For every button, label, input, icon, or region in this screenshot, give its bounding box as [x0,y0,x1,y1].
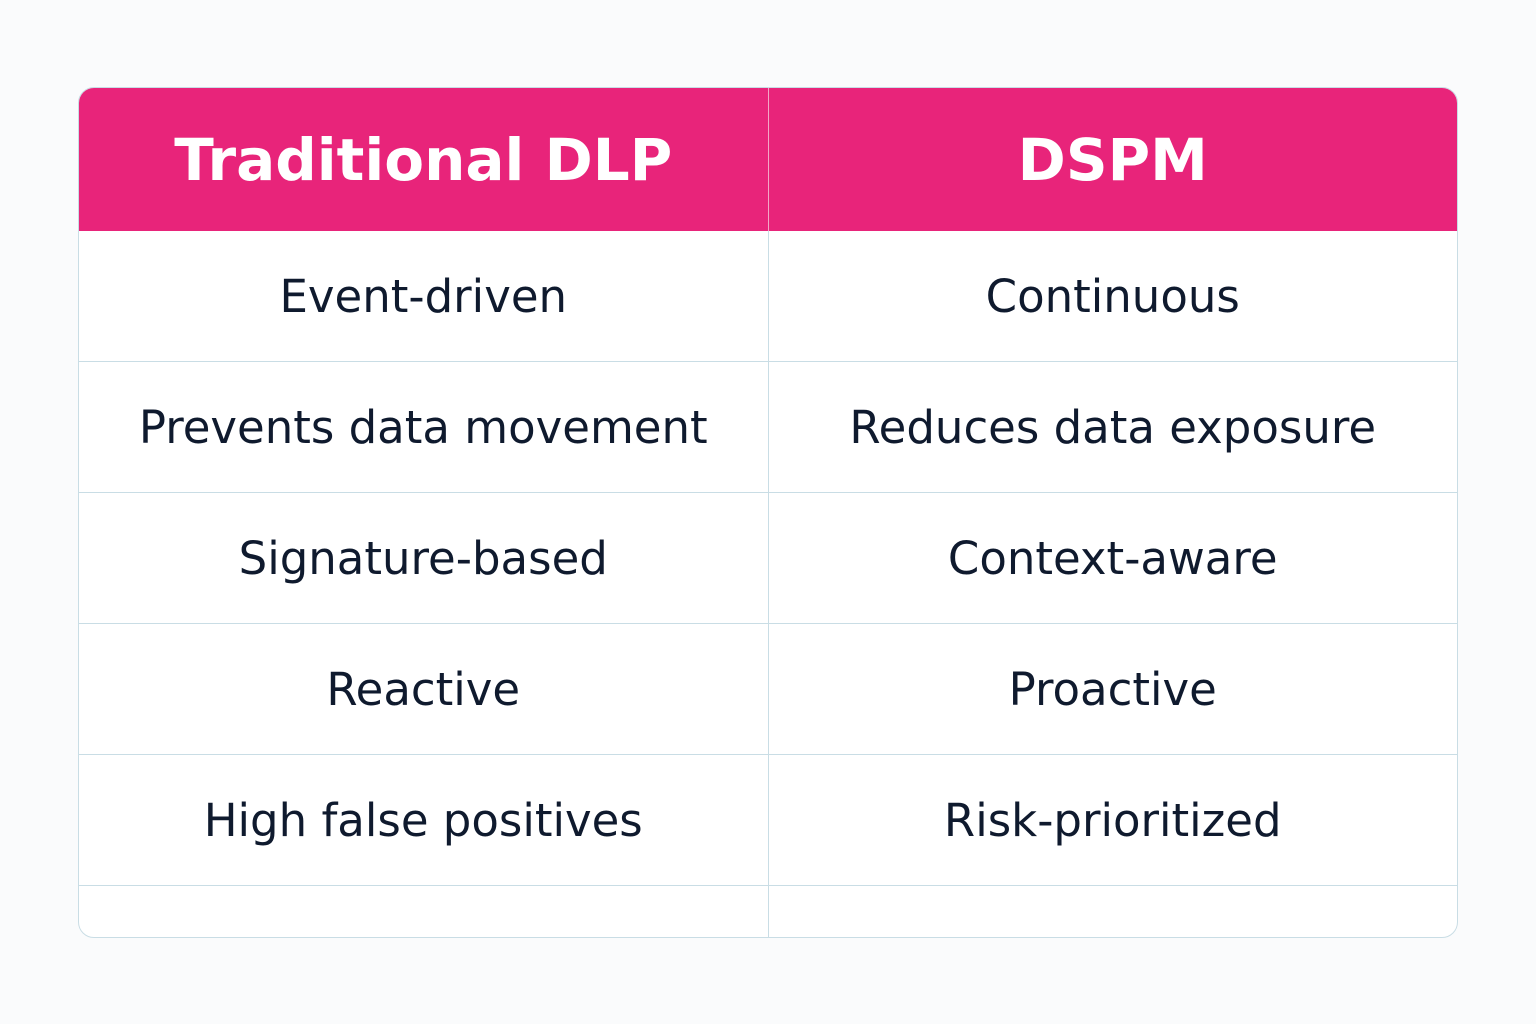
cell-dlp: Signature-based [79,493,769,623]
table-row: High false positives Risk-prioritized [79,755,1457,886]
cell-dlp [79,886,769,937]
header-traditional-dlp: Traditional DLP [79,88,769,231]
cell-dspm: Proactive [1008,662,1217,716]
cell-dspm [769,886,1458,937]
table-row-empty [79,886,1458,937]
cell-dspm: Reduces data exposure [849,400,1377,454]
cell-dspm: Risk-prioritized [943,793,1282,847]
cell-dlp: Prevents data movement [79,362,769,492]
table-row: Event-driven Continuous [79,231,1457,362]
table-header: Traditional DLP DSPM [79,88,1457,231]
cell-dspm: Context-aware [947,531,1278,585]
header-dspm: DSPM [1017,125,1208,194]
table-row: Reactive Proactive [79,624,1457,755]
cell-dlp: High false positives [79,755,769,885]
table-row: Prevents data movement Reduces data expo… [79,362,1457,493]
table-row: Signature-based Context-aware [79,493,1457,624]
cell-dlp: Reactive [79,624,769,754]
comparison-table: Traditional DLP DSPM Event-driven Contin… [78,87,1458,938]
cell-dspm: Continuous [985,269,1240,323]
cell-dlp: Event-driven [79,231,769,361]
